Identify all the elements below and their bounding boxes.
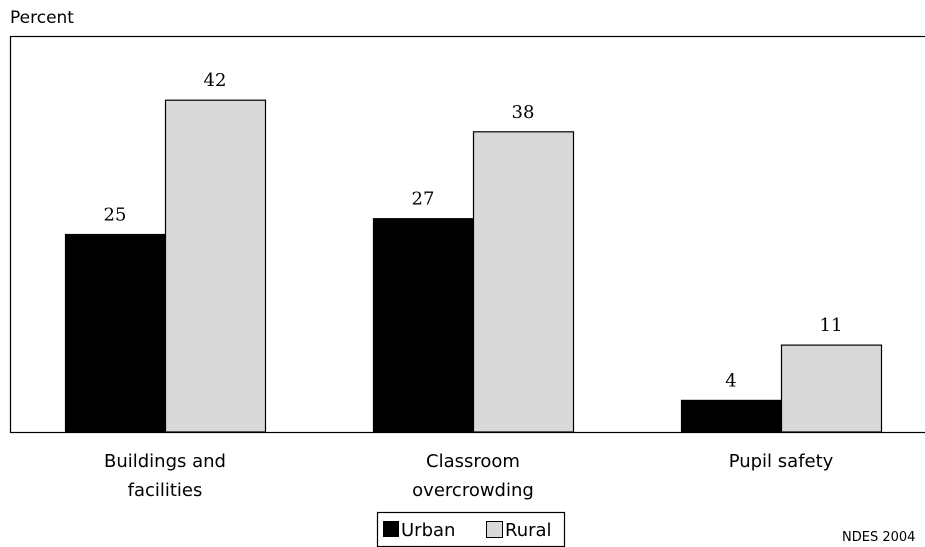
category-label-1-line-1: overcrowding [412, 480, 534, 501]
legend-swatch-urban [383, 521, 399, 537]
category-labels-group: Buildings and facilities Classroom overcrow… [104, 451, 834, 501]
bar-urban-2 [680, 399, 783, 433]
legend: Urban Rural [376, 511, 566, 547]
bar-rural-1 [472, 131, 575, 433]
value-label-rural-2: 11 [820, 315, 843, 336]
value-label-urban-2: 4 [725, 370, 736, 391]
value-labels-group: 25 27 4 42 38 11 [104, 70, 843, 391]
value-label-rural-1: 38 [512, 102, 535, 123]
bar-rural-2 [780, 344, 883, 433]
value-label-urban-1: 27 [412, 189, 435, 210]
bar-urban-0 [64, 233, 167, 433]
legend-label-rural: Rural [505, 520, 552, 541]
category-label-0-line-1: facilities [128, 480, 203, 501]
category-label-2-line-0: Pupil safety [729, 451, 834, 472]
value-label-urban-0: 25 [104, 205, 127, 226]
bars-group [64, 99, 883, 433]
bar-urban-1 [372, 218, 475, 433]
legend-swatch-rural [486, 521, 503, 538]
value-label-rural-0: 42 [204, 70, 227, 91]
category-label-0-line-0: Buildings and [104, 451, 226, 472]
source-note: NDES 2004 [842, 530, 915, 545]
bar-rural-0 [164, 99, 267, 433]
legend-label-urban: Urban [401, 520, 455, 541]
y-axis-unit-label: Percent [10, 8, 74, 28]
category-label-1-line-0: Classroom [426, 451, 520, 472]
